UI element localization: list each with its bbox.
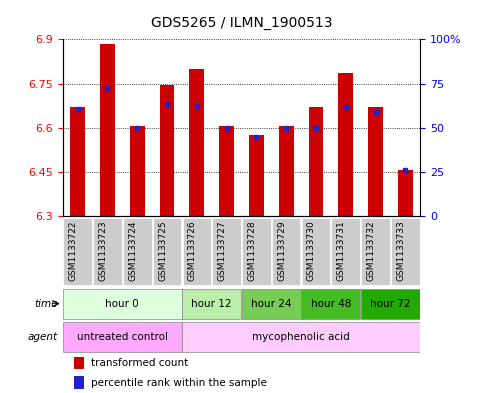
Bar bbox=[398, 171, 413, 216]
Text: hour 24: hour 24 bbox=[251, 299, 292, 309]
Bar bbox=[100, 44, 115, 216]
Text: GSM1133733: GSM1133733 bbox=[397, 220, 405, 281]
Text: GSM1133726: GSM1133726 bbox=[188, 220, 197, 281]
Text: GSM1133723: GSM1133723 bbox=[99, 220, 108, 281]
FancyBboxPatch shape bbox=[361, 218, 390, 285]
Bar bbox=[130, 126, 145, 216]
Bar bbox=[219, 126, 234, 216]
FancyBboxPatch shape bbox=[331, 218, 360, 285]
Text: agent: agent bbox=[28, 332, 58, 342]
Text: hour 0: hour 0 bbox=[105, 299, 139, 309]
FancyBboxPatch shape bbox=[213, 218, 241, 285]
FancyBboxPatch shape bbox=[302, 218, 330, 285]
FancyBboxPatch shape bbox=[63, 288, 182, 319]
Text: GSM1133722: GSM1133722 bbox=[69, 220, 78, 281]
Bar bbox=[70, 107, 85, 216]
Text: transformed count: transformed count bbox=[91, 358, 189, 368]
Text: time: time bbox=[34, 299, 58, 309]
Text: GSM1133729: GSM1133729 bbox=[277, 220, 286, 281]
Text: GSM1133727: GSM1133727 bbox=[218, 220, 227, 281]
Text: GSM1133728: GSM1133728 bbox=[247, 220, 256, 281]
Text: GSM1133725: GSM1133725 bbox=[158, 220, 167, 281]
Text: hour 12: hour 12 bbox=[191, 299, 232, 309]
Text: GSM1133730: GSM1133730 bbox=[307, 220, 316, 281]
FancyBboxPatch shape bbox=[182, 322, 420, 352]
FancyBboxPatch shape bbox=[123, 218, 152, 285]
FancyBboxPatch shape bbox=[272, 218, 300, 285]
Bar bbox=[189, 69, 204, 216]
FancyBboxPatch shape bbox=[153, 218, 181, 285]
Text: hour 72: hour 72 bbox=[370, 299, 411, 309]
Text: mycophenolic acid: mycophenolic acid bbox=[252, 332, 350, 342]
Text: hour 48: hour 48 bbox=[311, 299, 351, 309]
Text: GDS5265 / ILMN_1900513: GDS5265 / ILMN_1900513 bbox=[151, 16, 332, 30]
FancyBboxPatch shape bbox=[301, 288, 360, 319]
Bar bbox=[279, 126, 294, 216]
Text: GSM1133732: GSM1133732 bbox=[367, 220, 376, 281]
Bar bbox=[73, 357, 84, 369]
Text: GSM1133731: GSM1133731 bbox=[337, 220, 346, 281]
FancyBboxPatch shape bbox=[361, 288, 420, 319]
FancyBboxPatch shape bbox=[391, 218, 420, 285]
Text: GSM1133724: GSM1133724 bbox=[128, 220, 137, 281]
Bar bbox=[249, 135, 264, 216]
Text: percentile rank within the sample: percentile rank within the sample bbox=[91, 378, 267, 388]
Bar bbox=[309, 107, 324, 216]
Bar bbox=[338, 73, 353, 216]
Bar bbox=[73, 376, 84, 389]
FancyBboxPatch shape bbox=[63, 322, 182, 352]
FancyBboxPatch shape bbox=[242, 218, 270, 285]
Bar bbox=[368, 107, 383, 216]
FancyBboxPatch shape bbox=[242, 288, 301, 319]
FancyBboxPatch shape bbox=[63, 218, 92, 285]
FancyBboxPatch shape bbox=[93, 218, 122, 285]
Bar bbox=[159, 85, 174, 216]
FancyBboxPatch shape bbox=[182, 288, 241, 319]
FancyBboxPatch shape bbox=[183, 218, 211, 285]
Text: untreated control: untreated control bbox=[77, 332, 168, 342]
